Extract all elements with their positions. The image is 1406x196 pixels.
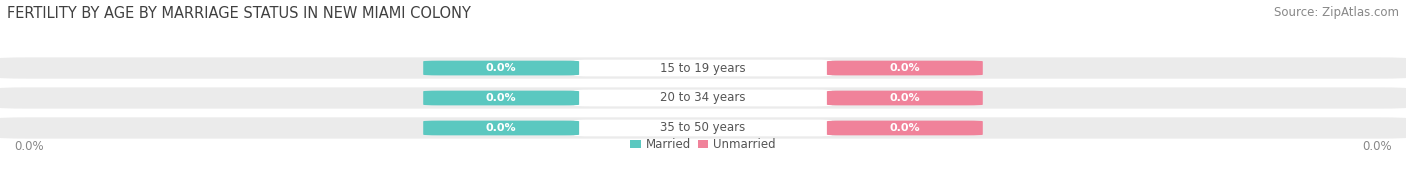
Text: 0.0%: 0.0% (486, 123, 516, 133)
FancyBboxPatch shape (827, 61, 983, 75)
Text: FERTILITY BY AGE BY MARRIAGE STATUS IN NEW MIAMI COLONY: FERTILITY BY AGE BY MARRIAGE STATUS IN N… (7, 6, 471, 21)
Text: 0.0%: 0.0% (890, 93, 920, 103)
FancyBboxPatch shape (0, 57, 1406, 79)
Text: 0.0%: 0.0% (890, 123, 920, 133)
Text: 20 to 34 years: 20 to 34 years (661, 92, 745, 104)
Text: 0.0%: 0.0% (14, 140, 44, 153)
Legend: Married, Unmarried: Married, Unmarried (630, 138, 776, 151)
Text: 0.0%: 0.0% (486, 93, 516, 103)
FancyBboxPatch shape (574, 90, 832, 106)
FancyBboxPatch shape (574, 60, 832, 76)
FancyBboxPatch shape (0, 87, 1406, 109)
Text: 0.0%: 0.0% (1362, 140, 1392, 153)
FancyBboxPatch shape (0, 117, 1406, 139)
Text: 0.0%: 0.0% (890, 63, 920, 73)
Text: Source: ZipAtlas.com: Source: ZipAtlas.com (1274, 6, 1399, 19)
Text: 15 to 19 years: 15 to 19 years (661, 62, 745, 74)
FancyBboxPatch shape (574, 120, 832, 136)
FancyBboxPatch shape (827, 121, 983, 135)
Text: 0.0%: 0.0% (486, 63, 516, 73)
FancyBboxPatch shape (423, 61, 579, 75)
FancyBboxPatch shape (423, 91, 579, 105)
FancyBboxPatch shape (423, 121, 579, 135)
FancyBboxPatch shape (827, 91, 983, 105)
Text: 35 to 50 years: 35 to 50 years (661, 122, 745, 134)
